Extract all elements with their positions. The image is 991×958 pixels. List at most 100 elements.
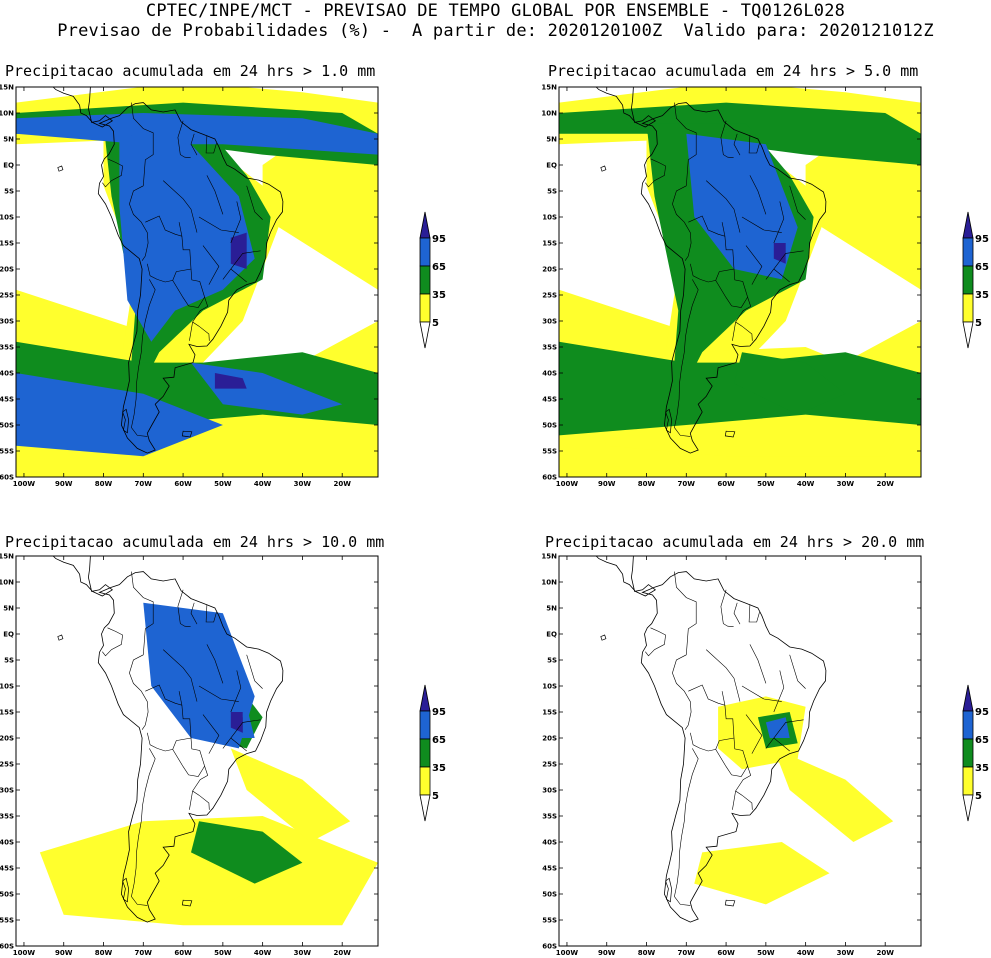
lon-label: 60W — [717, 949, 735, 957]
country-border — [172, 737, 205, 777]
island — [181, 899, 193, 907]
lon-label: 50W — [214, 949, 232, 957]
lon-label: 20W — [333, 949, 351, 957]
lat-label: 5N — [546, 605, 557, 613]
lat-label: 45S — [0, 396, 14, 404]
country-border — [246, 185, 263, 220]
lat-label: 25S — [542, 761, 557, 769]
country-border — [674, 279, 699, 437]
country-border — [715, 737, 748, 777]
panel-1-title: Precipitacao acumulada em 24 hrs > 1.0 m… — [5, 62, 376, 80]
lat-label: 60S — [0, 474, 14, 482]
lat-label: 60S — [0, 943, 14, 951]
legend-svg: 95 65 35 5 — [962, 684, 989, 822]
lat-label: 5S — [4, 657, 14, 665]
prob-area-p95 — [230, 232, 247, 269]
lat-label: 15N — [541, 553, 557, 561]
map-panel-4: 15N 10N 5N EQ 5S 10S 15S 20S 25S 30S 35S 40S 45S 50S 5… — [541, 553, 943, 958]
island — [181, 430, 193, 438]
country-border — [202, 714, 220, 754]
country-border — [162, 180, 198, 233]
country-border — [688, 215, 735, 283]
prob-area-p65 — [119, 133, 255, 342]
prob-area-p35 — [191, 821, 303, 884]
lon-label: 60W — [174, 949, 192, 957]
legend-swatch-0 — [962, 321, 974, 349]
lat-label: 10N — [0, 579, 14, 587]
legend-swatch-35 — [419, 738, 431, 768]
lat-label: 35S — [542, 344, 557, 352]
map-frame — [558, 86, 922, 478]
country-border — [773, 670, 785, 713]
country-border — [230, 670, 242, 713]
lat-label: 15S — [542, 709, 557, 717]
map-panel-3: 15N 10N 5N EQ 5S 10S 15S 20S 25S 30S 35S 40S 45S 50S 5… — [0, 553, 400, 958]
lat-label: 15N — [0, 553, 14, 561]
legend-label: 35 — [432, 290, 446, 301]
lon-label: 30W — [294, 480, 312, 488]
lat-label: 55S — [542, 917, 557, 925]
legend-swatch-5 — [419, 766, 431, 796]
legend-label: 5 — [432, 791, 439, 802]
country-border — [745, 245, 763, 285]
map-frame — [15, 86, 379, 478]
legend-label: 5 — [432, 318, 439, 329]
prob-area-p35 — [559, 341, 921, 436]
legend-swatch-95 — [962, 684, 974, 712]
country-border — [222, 250, 261, 280]
country-border — [178, 691, 183, 706]
lat-label: 20S — [542, 735, 557, 743]
map-svg: 15N 10N 5N EQ 5S 10S 15S 20S 25S 30S 35S 40S 45S 50S 5… — [541, 553, 922, 957]
lat-label: 25S — [0, 761, 14, 769]
prob-area-p65 — [16, 373, 223, 457]
legend-panel-4: 95 65 35 5 — [961, 683, 991, 832]
map-frame — [15, 555, 379, 947]
country-border — [246, 654, 263, 689]
legend-label: 95 — [432, 234, 446, 245]
lon-label: 70W — [678, 480, 696, 488]
lon-label: 90W — [55, 949, 73, 957]
country-border — [745, 714, 763, 754]
country-border — [721, 222, 726, 237]
country-border — [789, 654, 806, 689]
island — [57, 634, 64, 641]
legend-swatch-65 — [419, 710, 431, 740]
legend-swatch-65 — [419, 237, 431, 267]
lat-label: 40S — [0, 839, 14, 847]
legend-svg: 95 65 35 5 — [419, 211, 446, 349]
lat-label: 20S — [0, 735, 14, 743]
lon-label: 60W — [174, 480, 192, 488]
lat-label: 35S — [542, 813, 557, 821]
country-border — [672, 654, 692, 730]
country-border — [749, 644, 767, 684]
country-border — [705, 180, 741, 233]
legend-svg: 95 65 35 5 — [419, 684, 446, 822]
country-border — [789, 185, 806, 220]
lat-label: 10N — [541, 110, 557, 118]
country-border — [749, 175, 767, 215]
legend-label: 95 — [975, 707, 989, 718]
lat-label: EQ — [546, 162, 557, 170]
country-border — [672, 185, 692, 261]
lat-label: 10N — [541, 579, 557, 587]
map-svg: 15N 10N 5N EQ 5S 10S 15S 20S 25S 30S 35S 40S 45S 50S 5… — [541, 84, 922, 488]
lon-label: 90W — [598, 480, 616, 488]
map-svg: 15N 10N 5N EQ 5S 10S 15S 20S 25S 30S 35S 40S 45S 50S 5… — [0, 553, 379, 957]
island — [122, 877, 129, 903]
island — [724, 430, 736, 438]
lat-label: 5S — [547, 657, 557, 665]
country-border — [172, 268, 205, 308]
country-border — [131, 571, 154, 655]
coastline-south-america — [640, 571, 827, 923]
lat-label: 10S — [542, 683, 557, 691]
country-border — [721, 691, 726, 706]
coastline-south-america — [97, 571, 284, 923]
lon-label: 80W — [95, 480, 113, 488]
legend-svg: 95 65 35 5 — [962, 211, 989, 349]
country-border — [674, 571, 697, 655]
country-border — [102, 627, 123, 657]
country-border — [189, 321, 193, 341]
island — [57, 165, 64, 172]
lat-label: 5N — [3, 136, 14, 144]
lat-label: 10S — [0, 214, 14, 222]
